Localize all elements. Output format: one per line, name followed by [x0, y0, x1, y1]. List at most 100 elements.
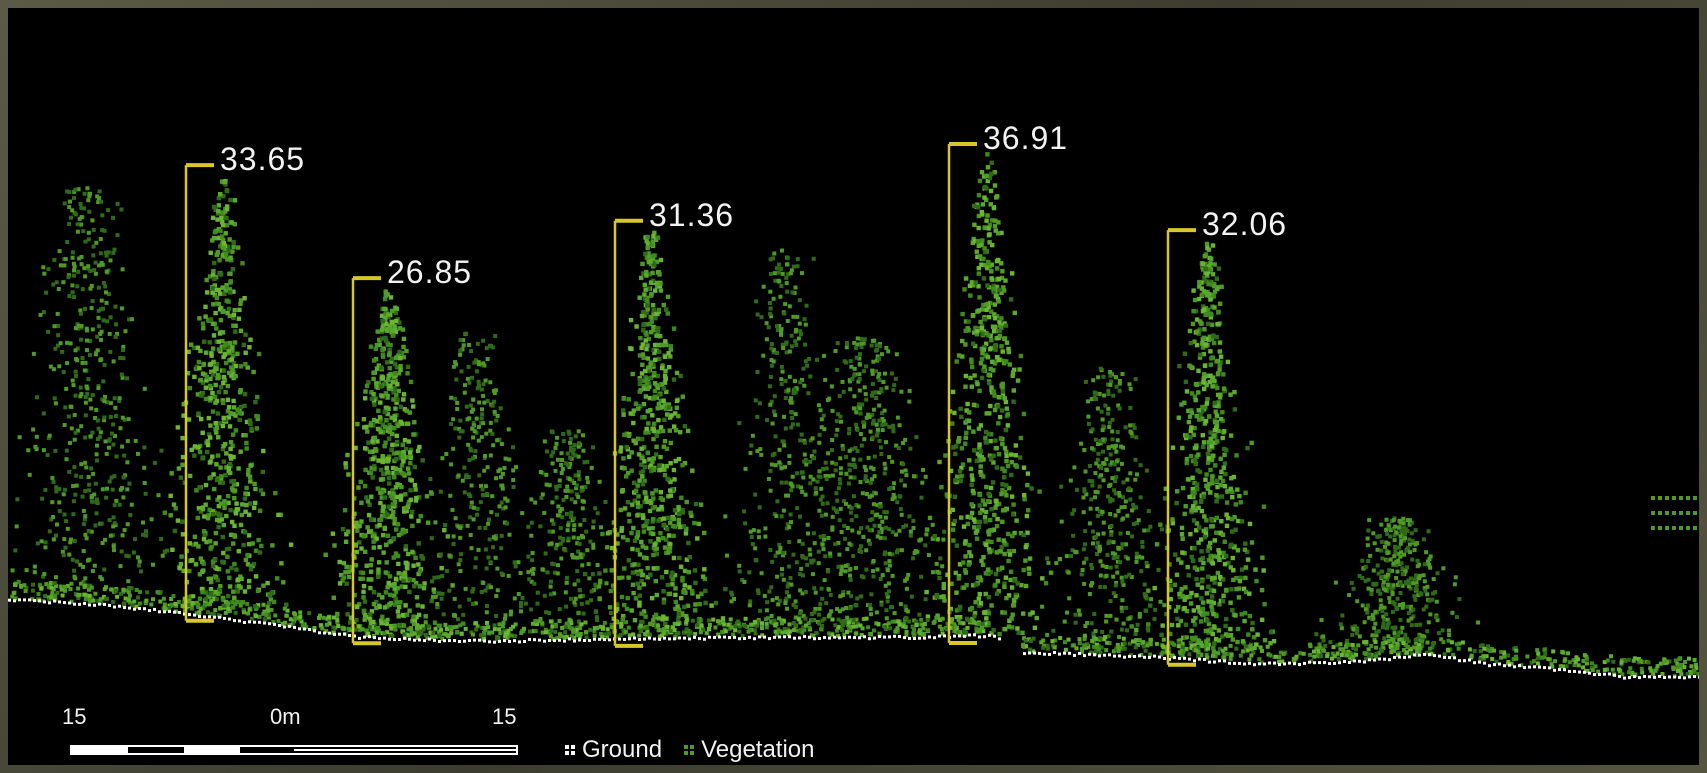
- vegetation-point: [644, 426, 649, 432]
- vegetation-point: [356, 485, 361, 490]
- vegetation-point: [1177, 363, 1182, 369]
- vegetation-point: [842, 359, 847, 364]
- vegetation-point: [972, 448, 977, 453]
- vegetation-point: [677, 555, 682, 561]
- vegetation-point: [952, 410, 957, 416]
- vegetation-point: [642, 478, 647, 484]
- vegetation-point: [668, 347, 673, 352]
- vegetation-point: [1203, 279, 1208, 284]
- vegetation-point: [864, 364, 869, 369]
- vegetation-point: [1188, 601, 1194, 606]
- vegetation-point: [460, 478, 465, 483]
- vegetation-point: [1026, 508, 1031, 513]
- vegetation-point: [99, 577, 104, 582]
- vegetation-point: [974, 536, 980, 541]
- vegetation-point: [853, 446, 858, 450]
- vegetation-point: [344, 581, 349, 586]
- vegetation-point: [104, 269, 109, 274]
- vegetation-point: [817, 621, 822, 626]
- vegetation-point: [131, 550, 136, 555]
- vegetation-point: [640, 572, 645, 578]
- vegetation-point: [869, 528, 874, 533]
- vegetation-point: [789, 488, 794, 493]
- vegetation-point: [803, 492, 808, 497]
- vegetation-point: [1183, 504, 1188, 509]
- vegetation-point: [103, 439, 108, 444]
- vegetation-point: [1189, 508, 1194, 513]
- vegetation-point: [1144, 468, 1149, 473]
- vegetation-point: [838, 572, 843, 576]
- vegetation-point: [469, 546, 474, 551]
- vegetation-point: [265, 608, 271, 613]
- vegetation-point: [490, 431, 495, 436]
- vegetation-point: [917, 612, 922, 617]
- vegetation-point: [1212, 538, 1217, 543]
- vegetation-point: [682, 630, 687, 635]
- vegetation-point: [457, 426, 462, 431]
- vegetation-point: [635, 483, 640, 488]
- vegetation-point: [993, 218, 998, 223]
- vegetation-point: [1006, 624, 1012, 629]
- vegetation-point: [847, 431, 852, 436]
- vegetation-point: [864, 567, 869, 572]
- vegetation-point: [175, 425, 180, 430]
- vegetation-point: [371, 358, 377, 363]
- vegetation-point: [923, 474, 928, 479]
- vegetation-point: [380, 324, 385, 330]
- vegetation-point: [654, 311, 659, 317]
- vegetation-point: [847, 462, 852, 467]
- vegetation-point: [654, 333, 659, 338]
- vegetation-point: [1187, 594, 1193, 599]
- vegetation-point: [239, 600, 244, 605]
- vegetation-point: [81, 549, 86, 553]
- vegetation-point: [866, 538, 871, 543]
- vegetation-point: [222, 499, 227, 504]
- vegetation-point: [378, 517, 384, 522]
- vegetation-point: [842, 523, 847, 528]
- vegetation-point: [371, 370, 376, 376]
- vegetation-point: [984, 302, 989, 307]
- vegetation-point: [791, 314, 796, 319]
- vegetation-point: [665, 311, 670, 316]
- vegetation-point: [749, 443, 754, 448]
- vegetation-point: [939, 485, 944, 490]
- vegetation-point: [864, 397, 869, 402]
- vegetation-point: [114, 454, 119, 459]
- vegetation-point: [646, 251, 651, 256]
- vegetation-point: [1221, 593, 1226, 598]
- vegetation-point: [907, 399, 912, 404]
- vegetation-point: [278, 512, 283, 517]
- vegetation-point: [920, 480, 925, 485]
- vegetation-point: [224, 223, 230, 228]
- vegetation-point: [772, 394, 777, 399]
- vegetation-point: [660, 404, 665, 410]
- vegetation-point: [210, 346, 216, 351]
- vegetation-point: [395, 439, 400, 445]
- vegetation-point: [780, 567, 784, 572]
- vegetation-point: [70, 290, 75, 295]
- vegetation-point: [223, 209, 228, 214]
- vegetation-point: [662, 545, 668, 550]
- vegetation-point: [51, 282, 56, 287]
- vegetation-point: [1015, 581, 1020, 586]
- vegetation-point: [621, 535, 626, 540]
- vegetation-point: [841, 590, 846, 595]
- vegetation-point: [208, 591, 214, 597]
- vegetation-point: [1108, 452, 1113, 457]
- vegetation-point: [868, 518, 873, 523]
- vegetation-point: [83, 489, 88, 493]
- vegetation-point: [403, 547, 408, 552]
- vegetation-point: [71, 261, 76, 266]
- vegetation-point: [767, 384, 772, 389]
- vegetation-point: [226, 348, 231, 354]
- vegetation-point: [368, 585, 373, 591]
- vegetation-point: [785, 606, 789, 611]
- vegetation-point: [1254, 642, 1259, 647]
- vegetation-point: [85, 328, 90, 333]
- vegetation-point: [624, 474, 629, 479]
- vegetation-point: [207, 274, 213, 279]
- vegetation-point: [399, 493, 404, 498]
- vegetation-point: [985, 178, 990, 184]
- vegetation-point: [387, 514, 392, 519]
- vegetation-point: [639, 579, 644, 584]
